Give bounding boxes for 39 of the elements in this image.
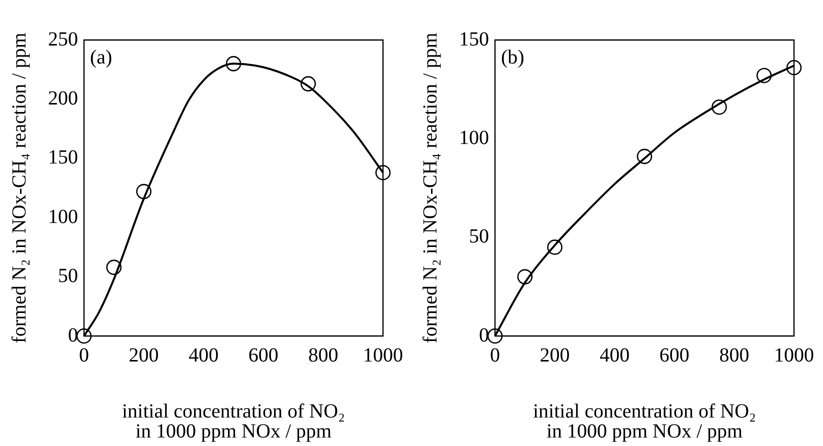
point bbox=[517, 269, 533, 284]
x-tick-label: 1000 bbox=[774, 344, 814, 366]
y-tick-label: 50 bbox=[469, 226, 489, 248]
point bbox=[712, 99, 727, 115]
point bbox=[375, 164, 391, 180]
y-tick-label: 250 bbox=[48, 28, 78, 50]
point bbox=[226, 56, 242, 72]
x-tick-label: 600 bbox=[248, 344, 278, 366]
y-axis-title: formed N₂ in NOx-CH₄ reaction / ppm bbox=[8, 32, 30, 344]
x-tick-label: 1000 bbox=[363, 344, 403, 366]
y-tick-label: 0 bbox=[68, 324, 78, 346]
x-axis-title: initial concentration of NO₂ in 1000 ppm NOx / ppm bbox=[532, 400, 756, 442]
y-tick-label: 150 bbox=[48, 146, 78, 169]
y-tick-label: 100 bbox=[459, 126, 489, 149]
x-tick-label: 800 bbox=[719, 344, 750, 366]
annotation: (a) bbox=[90, 46, 112, 68]
point bbox=[136, 184, 152, 200]
annotation: (b) bbox=[501, 46, 524, 68]
x-tick-label: 200 bbox=[540, 344, 570, 366]
point bbox=[636, 148, 652, 164]
x-tick-label: 200 bbox=[128, 344, 159, 366]
y-tick-label: 100 bbox=[48, 206, 78, 228]
x-tick-label: 600 bbox=[659, 344, 690, 366]
point bbox=[300, 76, 316, 92]
x-axis-title: initial concentration of NO₂ in 1000 ppm NOx / ppm bbox=[122, 400, 346, 442]
point bbox=[756, 68, 772, 84]
y-tick-label: 150 bbox=[459, 28, 489, 50]
point bbox=[786, 60, 802, 76]
point bbox=[487, 328, 503, 344]
point bbox=[106, 260, 122, 275]
y-tick-label: 50 bbox=[58, 265, 78, 288]
point bbox=[547, 240, 562, 255]
point bbox=[76, 328, 92, 344]
y-tick-label: 0 bbox=[479, 324, 489, 346]
x-tick-label: 400 bbox=[188, 344, 219, 366]
y-axis-title: formed N₂ in NOx-CH₄ reaction / ppm bbox=[419, 32, 442, 344]
y-tick-label: 200 bbox=[48, 87, 78, 110]
x-tick-label: 400 bbox=[600, 344, 630, 366]
x-tick-label: 800 bbox=[308, 344, 338, 366]
